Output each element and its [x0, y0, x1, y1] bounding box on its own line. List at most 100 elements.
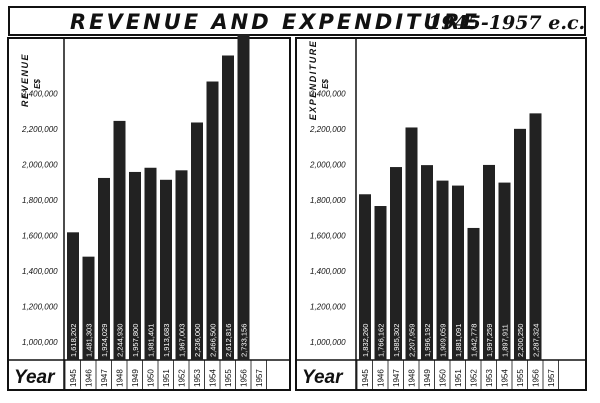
bar-data-label: 1,997,259 [485, 324, 494, 357]
y-tick-label: 2,400,000 [309, 89, 346, 98]
bar [359, 194, 371, 360]
bar [436, 180, 449, 360]
panel-frame [7, 37, 291, 391]
y-tick-label: 1,200,000 [310, 303, 346, 312]
bar [390, 167, 402, 360]
bar [452, 185, 464, 360]
bar-data-label: 1,924,029 [100, 324, 109, 357]
x-tick-label: 1951 [454, 369, 463, 387]
bar [82, 256, 95, 360]
bar [160, 179, 172, 360]
y-tick-label: 2,000,000 [21, 160, 58, 169]
x-tick-label: 1947 [392, 369, 401, 387]
y-axis-unit: E$ [321, 79, 330, 89]
bar-data-label: 2,236,000 [193, 324, 202, 357]
bar-data-label: 1,996,192 [423, 324, 432, 357]
y-tick-label: 1,400,000 [310, 267, 346, 276]
bar [483, 164, 495, 360]
x-tick-label: 1953 [485, 369, 494, 387]
bar [467, 227, 480, 360]
year-row-label: Year [14, 367, 56, 388]
x-tick-label: 1951 [162, 369, 171, 387]
x-tick-label: 1955 [224, 369, 233, 387]
x-tick-label: 1947 [100, 369, 109, 387]
y-tick-label: 1,400,000 [22, 267, 58, 276]
bar-data-label: 1,897,911 [501, 324, 510, 357]
revenue-chart: REVENUE E$2,400,000 2,200,000 2,000,000 1,80… [7, 34, 291, 391]
bar [191, 122, 203, 360]
y-tick-label: 1,600,000 [310, 232, 346, 241]
bar [498, 182, 511, 360]
bar-data-label: 2,733,156 [240, 324, 249, 357]
x-tick-label: 1950 [147, 369, 156, 387]
bar [129, 171, 141, 360]
bar-data-label: 1,985,302 [392, 324, 401, 357]
x-tick-label: 1950 [439, 369, 448, 387]
y-tick-label: 1,800,000 [22, 196, 58, 205]
bar [237, 34, 250, 361]
x-tick-label: 1952 [178, 369, 187, 387]
chart-title: REVENUE AND EXPENDITURE [70, 10, 480, 34]
x-tick-label: 1954 [209, 369, 218, 387]
y-tick-label: 1,000,000 [22, 338, 58, 347]
bar [222, 55, 234, 360]
bar [405, 127, 418, 360]
y-tick-label: 2,200,000 [21, 125, 58, 134]
x-tick-label: 1948 [116, 369, 125, 387]
x-tick-label: 1952 [470, 369, 479, 387]
y-tick-label: 1,200,000 [22, 303, 58, 312]
bar [144, 167, 157, 360]
y-tick-label: 2,000,000 [309, 160, 346, 169]
bar-data-label: 1,642,778 [470, 324, 479, 357]
bar-data-label: 2,200,250 [516, 324, 525, 357]
y-axis-label: REVENUE [20, 53, 30, 107]
x-tick-label: 1945 [361, 369, 370, 387]
bar [175, 170, 188, 360]
bar [113, 120, 126, 360]
x-tick-label: 1956 [532, 369, 541, 387]
bar-data-label: 1,967,003 [178, 324, 187, 357]
x-tick-label: 1949 [131, 369, 140, 387]
x-tick-label: 1957 [255, 369, 264, 387]
year-row-label: Year [302, 367, 344, 388]
bar [514, 128, 526, 360]
bar-data-label: 2,612,816 [224, 324, 233, 357]
bar-data-label: 2,244,930 [116, 324, 125, 357]
bar-data-label: 2,287,324 [532, 324, 541, 357]
expenditure-chart: EXPENDITURE E$2,400,000 2,200,000 2,000,000… [295, 37, 587, 391]
bar-data-label: 1,481,303 [85, 324, 94, 357]
x-tick-label: 1946 [85, 369, 94, 387]
bar-data-label: 1,881,091 [454, 324, 463, 357]
bar-data-label: 1,981,401 [147, 324, 156, 357]
y-tick-label: 1,000,000 [310, 338, 346, 347]
x-tick-label: 1956 [240, 369, 249, 387]
bar-data-label: 2,466,500 [209, 324, 218, 357]
bar-data-label: 1,909,059 [439, 324, 448, 357]
bar-data-label: 1,766,162 [377, 324, 386, 357]
y-tick-label: 1,600,000 [22, 232, 58, 241]
bar-data-label: 1,913,683 [162, 324, 171, 357]
y-tick-label: 2,400,000 [21, 89, 58, 98]
bar [374, 206, 387, 360]
y-tick-label: 2,200,000 [309, 125, 346, 134]
x-tick-label: 1957 [547, 369, 556, 387]
x-tick-label: 1948 [408, 369, 417, 387]
bar-data-label: 1,832,260 [361, 324, 370, 357]
y-tick-label: 1,800,000 [310, 196, 346, 205]
bar-data-label: 1,618,202 [69, 324, 78, 357]
bar [421, 165, 433, 360]
panel-frame [295, 37, 587, 391]
chart-title-years: 1945-1957 e.c. [428, 12, 586, 34]
bar-data-label: 2,207,959 [408, 324, 417, 357]
bar [206, 81, 219, 360]
bar [529, 113, 542, 360]
title-banner: REVENUE AND EXPENDITURE 1945-1957 e.c. [8, 6, 586, 36]
bar [98, 177, 110, 360]
bar [67, 232, 79, 360]
x-tick-label: 1954 [501, 369, 510, 387]
x-tick-label: 1945 [69, 369, 78, 387]
y-axis-label: EXPENDITURE [308, 40, 318, 121]
bar-data-label: 1,957,800 [131, 324, 140, 357]
